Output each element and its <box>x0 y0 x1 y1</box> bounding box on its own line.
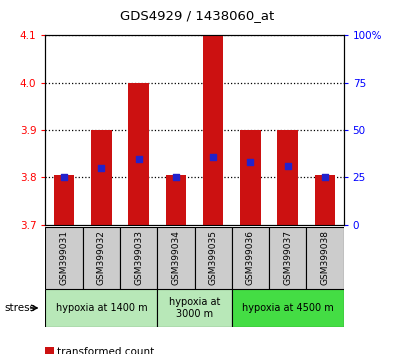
Point <box>61 175 67 180</box>
Text: hypoxia at 1400 m: hypoxia at 1400 m <box>56 303 147 313</box>
Point <box>135 156 142 161</box>
Bar <box>128 83 149 225</box>
Bar <box>277 130 298 225</box>
Point <box>322 175 328 180</box>
Text: GSM399037: GSM399037 <box>283 230 292 285</box>
Point <box>98 165 105 171</box>
Bar <box>45 347 54 354</box>
Text: GSM399038: GSM399038 <box>320 230 329 285</box>
Text: GSM399036: GSM399036 <box>246 230 255 285</box>
Bar <box>194 227 232 289</box>
Text: GSM399034: GSM399034 <box>171 230 181 285</box>
Point <box>210 154 216 159</box>
Bar <box>315 175 335 225</box>
Bar <box>240 130 261 225</box>
Text: GSM399035: GSM399035 <box>209 230 218 285</box>
Text: GDS4929 / 1438060_at: GDS4929 / 1438060_at <box>120 9 275 22</box>
Bar <box>232 227 269 289</box>
Text: GSM399031: GSM399031 <box>60 230 69 285</box>
Text: hypoxia at 4500 m: hypoxia at 4500 m <box>242 303 334 313</box>
Text: GSM399033: GSM399033 <box>134 230 143 285</box>
Bar <box>203 35 224 225</box>
Bar <box>307 227 344 289</box>
Point <box>247 159 254 165</box>
Point <box>284 163 291 169</box>
Point <box>173 175 179 180</box>
Bar <box>269 227 307 289</box>
Bar <box>232 289 344 327</box>
Bar <box>54 175 74 225</box>
Bar <box>120 227 157 289</box>
Text: hypoxia at
3000 m: hypoxia at 3000 m <box>169 297 220 319</box>
Bar <box>166 175 186 225</box>
Bar <box>83 227 120 289</box>
Bar <box>157 289 232 327</box>
Bar <box>45 289 157 327</box>
Text: transformed count: transformed count <box>57 347 154 354</box>
Bar <box>91 130 112 225</box>
Text: GSM399032: GSM399032 <box>97 230 106 285</box>
Bar <box>45 227 83 289</box>
Bar <box>157 227 194 289</box>
Text: stress: stress <box>4 303 35 313</box>
